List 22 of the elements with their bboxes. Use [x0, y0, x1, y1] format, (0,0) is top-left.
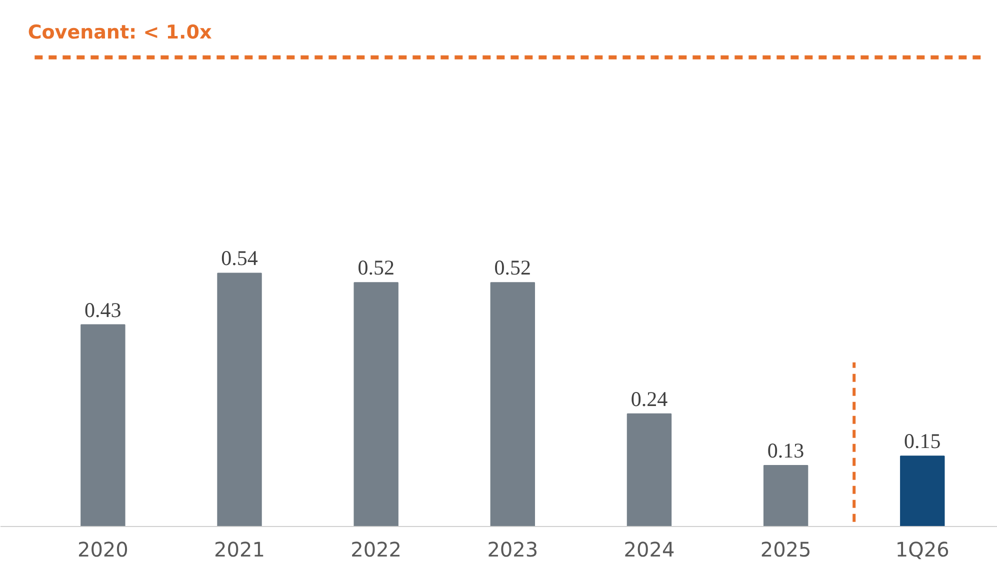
bar: [763, 465, 808, 526]
bar: [80, 324, 126, 526]
bar: [900, 456, 945, 526]
data-label: 0.52: [494, 256, 532, 280]
data-label: 0.24: [630, 386, 668, 411]
bar: [354, 282, 398, 526]
data-label: 0.43: [84, 298, 122, 322]
data-label: 0.13: [767, 438, 804, 463]
data-label: 0.15: [904, 429, 941, 454]
x-tick-label: 2021: [214, 538, 265, 562]
data-label: 0.52: [358, 256, 394, 280]
x-tick-label: 1Q26: [895, 538, 950, 562]
data-label: 0.54: [221, 246, 258, 270]
x-tick-label: 2025: [760, 538, 812, 562]
x-tick-label: 2024: [624, 538, 675, 562]
x-tick-label: 2020: [77, 538, 128, 562]
ref-line-label: Covenant: < 1.0x: [28, 21, 212, 44]
x-tick-label: 2023: [487, 538, 538, 562]
bar: [490, 282, 536, 526]
bar: [626, 413, 672, 526]
bar: [217, 272, 262, 526]
x-tick-label: 2022: [350, 538, 402, 562]
